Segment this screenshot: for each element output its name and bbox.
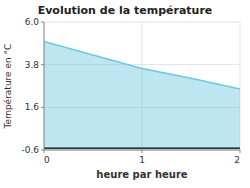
grid-line-x [44,22,45,150]
chart-svg: -0.6 1.6 3.8 6.0 0 1 2 heure par heure Températu… [0,0,250,188]
y-tick [41,107,44,108]
y-tick-label: -0.6 [21,145,39,155]
x-tick [44,150,45,153]
chart-container: -0.6 1.6 3.8 6.0 0 1 2 heure par heure Températu… [0,0,250,188]
y-tick [41,64,44,65]
title: Evolution de la température [38,4,213,17]
x-tick-label: 1 [139,155,145,165]
x-tick-label: 0 [44,155,50,165]
axes: -0.6 1.6 3.8 6.0 0 1 2 [21,17,240,165]
x-tick [240,150,241,153]
y-axis-label: Température en °C [3,44,13,130]
baseline [44,147,240,148]
x-axis-label: heure par heure [96,169,187,180]
line [44,41,240,89]
x-tick-label: 2 [234,155,240,165]
y-tick [41,22,44,23]
x-tick [142,150,143,153]
y-tick-label: 6.0 [25,17,40,27]
grid [44,22,240,150]
area [44,41,240,150]
y-tick-label: 3.8 [25,60,40,70]
y-axis-line [44,22,45,150]
y-tick-label: 1.6 [25,102,40,112]
plot-marks [44,41,240,150]
